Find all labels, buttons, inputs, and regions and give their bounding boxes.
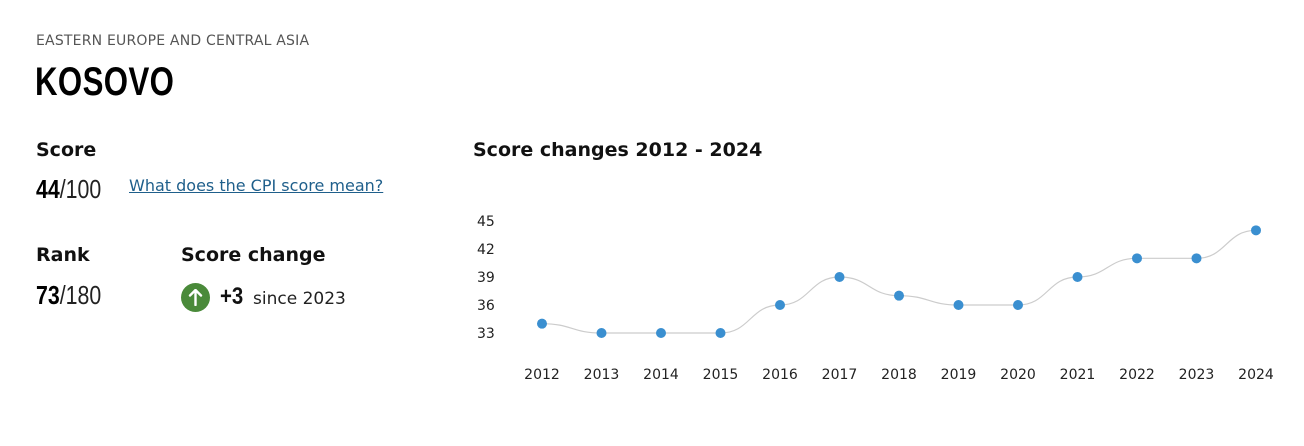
y-tick-label: 33 (477, 326, 495, 342)
data-point-2017[interactable] (834, 272, 845, 282)
chart-title: Score changes 2012 - 2024 (473, 139, 763, 161)
x-tick-label: 2020 (1000, 367, 1036, 383)
region-label: EASTERN EUROPE AND CENTRAL ASIA (36, 33, 310, 49)
x-tick-label: 2016 (762, 367, 798, 383)
x-tick-label: 2017 (822, 367, 858, 383)
cpi-score-meaning-link[interactable]: What does the CPI score mean? (129, 176, 384, 195)
x-tick-label: 2013 (584, 367, 620, 383)
arrow-up-icon (181, 283, 210, 312)
score-max: /100 (59, 174, 102, 204)
score-number: 44 (36, 174, 60, 204)
score-change-label: Score change (181, 244, 326, 266)
x-tick-label: 2021 (1060, 367, 1096, 383)
data-point-2012[interactable] (537, 318, 547, 329)
rank-label: Rank (36, 244, 90, 266)
data-point-2020[interactable] (1013, 300, 1023, 310)
x-tick-label: 2018 (881, 367, 917, 383)
data-point-2015[interactable] (715, 328, 726, 338)
x-tick-label: 2012 (524, 367, 560, 383)
rank-max: /180 (59, 280, 102, 310)
score-label: Score (36, 139, 97, 161)
score-change-value: +3 (220, 283, 244, 310)
data-point-2018[interactable] (894, 290, 904, 301)
data-point-2024[interactable] (1251, 225, 1261, 236)
country-title: KOSOVO (35, 60, 175, 104)
x-tick-label: 2023 (1179, 367, 1215, 383)
x-tick-label: 2022 (1119, 367, 1155, 383)
data-point-2021[interactable] (1072, 272, 1083, 282)
score-line (541, 229, 1257, 334)
x-tick-label: 2014 (643, 367, 679, 383)
score-change-since: since 2023 (253, 289, 346, 309)
y-tick-label: 45 (477, 214, 495, 230)
x-tick-label: 2024 (1238, 367, 1274, 383)
data-point-2022[interactable] (1132, 253, 1142, 264)
x-tick-label: 2019 (941, 367, 977, 383)
data-point-2013[interactable] (596, 328, 607, 338)
x-tick-label: 2015 (703, 367, 739, 383)
rank-value: 73/180 (36, 280, 101, 311)
data-point-2014[interactable] (656, 328, 666, 338)
y-tick-label: 39 (477, 270, 495, 286)
score-value: 44/100 (36, 174, 101, 205)
y-tick-label: 42 (477, 242, 495, 258)
y-tick-label: 36 (477, 298, 495, 314)
rank-number: 73 (36, 280, 60, 310)
data-point-2019[interactable] (953, 300, 964, 310)
data-point-2016[interactable] (775, 300, 785, 310)
data-point-2023[interactable] (1191, 253, 1202, 264)
